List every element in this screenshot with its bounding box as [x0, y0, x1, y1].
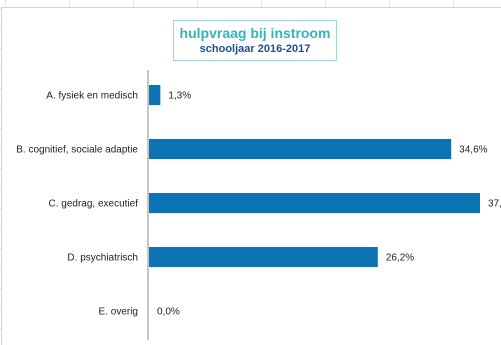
bar[interactable] — [149, 139, 452, 159]
data-label: 34,6% — [459, 145, 487, 156]
bar[interactable] — [149, 193, 480, 213]
category-label: C. gedrag, executief — [49, 199, 139, 210]
data-label: 0,0% — [157, 307, 180, 318]
chart-title-box[interactable]: hulpvraag bij instroom schooljaar 2016-2… — [173, 20, 337, 61]
category-label: E. overig — [99, 307, 138, 318]
category-label: A. fysiek en medisch — [46, 91, 138, 102]
chart-area[interactable] — [1, 7, 501, 345]
data-label: 26,2% — [386, 253, 414, 264]
chart-subtitle: schooljaar 2016-2017 — [199, 43, 311, 55]
bar[interactable] — [149, 247, 378, 267]
data-label: 37,9% — [488, 199, 501, 210]
data-label: 1,3% — [168, 91, 191, 102]
category-label: B. cognitief, sociale adaptie — [16, 145, 138, 156]
bar[interactable] — [149, 85, 161, 105]
chart-title: hulpvraag bij instroom — [179, 25, 331, 41]
category-label: D. psychiatrisch — [67, 253, 138, 264]
